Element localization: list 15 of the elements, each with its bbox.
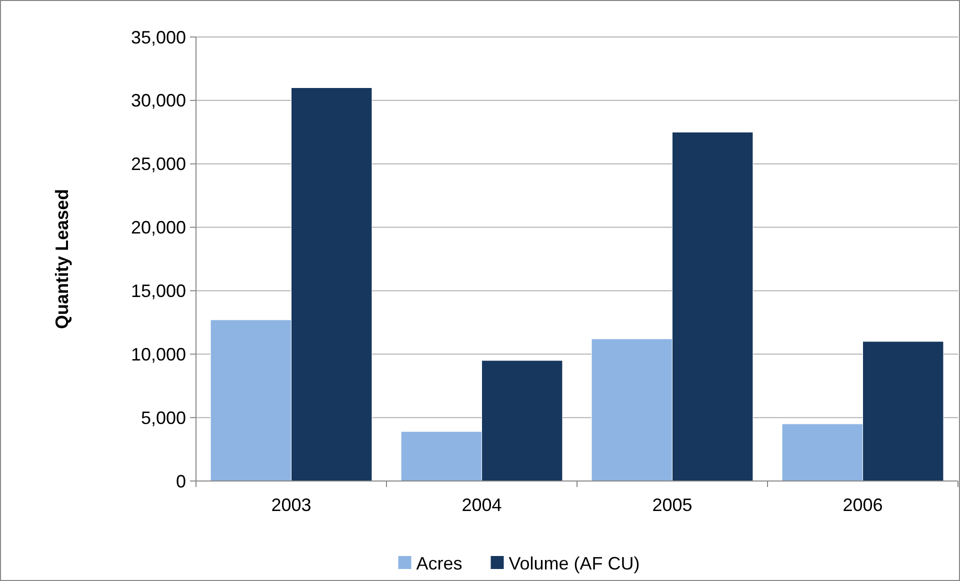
x-tick-label: 2006: [842, 495, 883, 515]
y-tick-label: 25,000: [130, 154, 186, 174]
y-tick-label: 10,000: [130, 344, 186, 364]
legend-label: Volume (AF CU): [508, 553, 640, 574]
x-tick-label: 2005: [652, 495, 692, 515]
y-tick-label: 15,000: [130, 281, 186, 302]
y-tick-label: 20,000: [130, 218, 186, 238]
y-tick-label: 30,000: [130, 90, 186, 111]
x-tick-label: 2003: [271, 495, 312, 515]
y-axis-title: Quantity Leased: [52, 188, 72, 330]
x-tick-label: 2004: [462, 495, 502, 515]
y-tick-label: 0: [176, 471, 186, 492]
legend-label: Acres: [416, 553, 462, 574]
y-tick-label: 35,000: [130, 27, 186, 48]
y-tick-label: 5,000: [140, 408, 186, 428]
